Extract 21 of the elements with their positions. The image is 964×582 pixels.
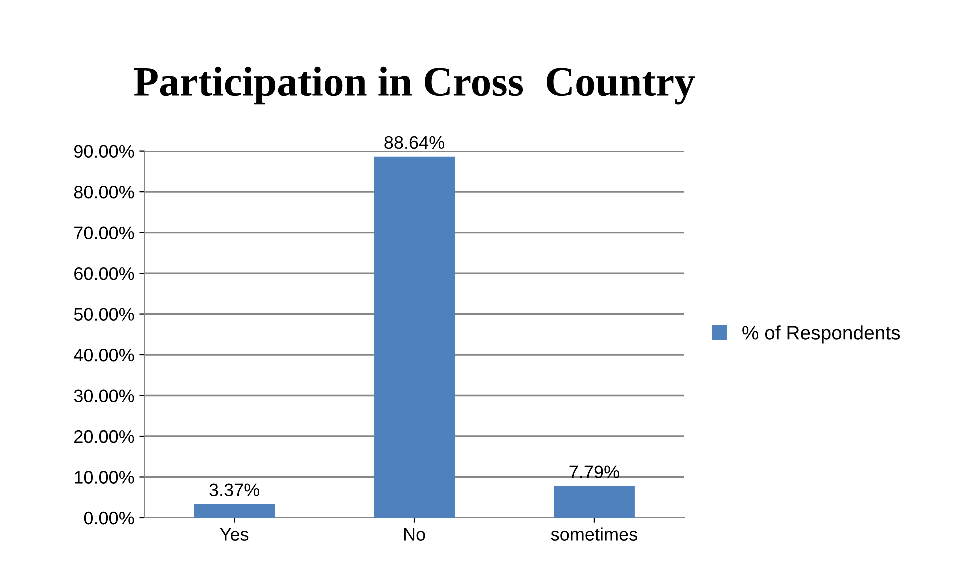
y-tick-label: 50.00%: [74, 308, 134, 321]
y-tick-label: 70.00%: [74, 226, 134, 240]
data-label: 7.79%: [570, 466, 620, 479]
chart-title: Participation in Cross Country: [134, 66, 696, 105]
x-tick-label: No: [404, 528, 426, 541]
bar: [554, 486, 635, 518]
y-tick-label: 10.00%: [75, 471, 134, 484]
y-tick-label: 0.00%: [84, 512, 134, 525]
y-tick-label: 30.00%: [74, 390, 134, 402]
bar: [194, 504, 276, 518]
y-tick-label: 60.00%: [74, 267, 134, 280]
y-tick-label: 80.00%: [74, 186, 134, 199]
bar: [374, 156, 456, 518]
x-tick-label: Yes: [220, 528, 249, 541]
legend-label: % of Respondents: [742, 326, 900, 344]
y-tick-label: 90.00%: [74, 145, 134, 158]
y-tick-label: 40.00%: [74, 348, 134, 362]
y-tick-label: 20.00%: [74, 430, 134, 444]
data-label: 3.37%: [210, 484, 260, 497]
data-label: 88.64%: [384, 136, 444, 150]
x-tick-label: sometimes: [551, 528, 638, 541]
